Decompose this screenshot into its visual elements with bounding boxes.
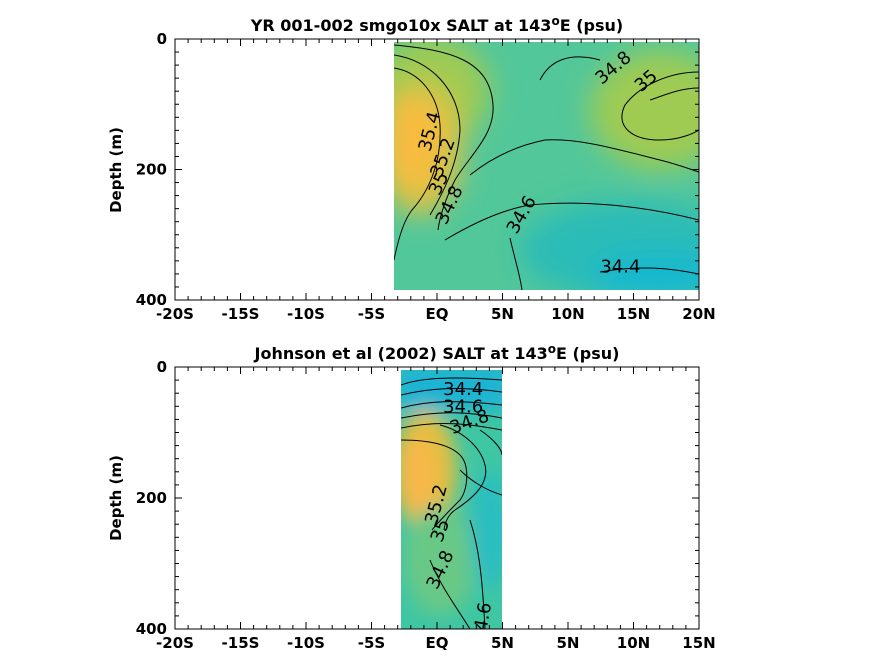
x-tick-label: 5N (491, 634, 514, 652)
x-tick-label: 5N (491, 305, 514, 323)
x-tick-label: EQ (426, 305, 449, 323)
y-tick-label: 400 (136, 620, 167, 638)
contour-label: 34.4 (600, 256, 640, 277)
y-tick-label: 200 (136, 489, 167, 507)
panel-2-contour-lines (401, 377, 502, 629)
panel-1: YR 001-002 smgo10x SALT at 143oE (psu) (107, 14, 716, 323)
x-tick-label: -15S (222, 305, 260, 323)
x-tick-label: -20S (156, 634, 194, 652)
x-tick-label: -20S (156, 305, 194, 323)
x-tick-label: -10S (287, 634, 325, 652)
x-tick-label: 10N (617, 634, 650, 652)
x-tick-label: 20N (682, 305, 715, 323)
x-tick-label: -10S (287, 305, 325, 323)
x-tick-label: -5S (358, 634, 385, 652)
panel-1-title: YR 001-002 smgo10x SALT at 143oE (psu) (250, 14, 623, 35)
panel-2-ticks: -20S -15S -10S -5S EQ 5N 5N 10N 15N 0 200 400 (136, 358, 716, 652)
x-tick-label: -5S (358, 305, 385, 323)
panel-2: Johnson et al (2002) SALT at 143oE (psu) (107, 342, 716, 652)
x-tick-label: 5N (557, 634, 580, 652)
x-tick-label: EQ (426, 634, 449, 652)
x-tick-label: -15S (222, 634, 260, 652)
panel-1-contour-lines (394, 44, 699, 290)
panel-1-ticks: -20S -15S -10S -5S EQ 5N 10N 15N 20N 0 200 400 (136, 30, 716, 323)
panel-2-title: Johnson et al (2002) SALT at 143oE (psu) (254, 342, 620, 363)
x-tick-label: 10N (551, 305, 584, 323)
x-tick-label: 15N (682, 634, 715, 652)
y-tick-label: 0 (157, 358, 167, 376)
panel-1-ylabel: Depth (m) (107, 127, 125, 213)
y-tick-label: 0 (157, 30, 167, 48)
y-tick-label: 200 (136, 161, 167, 179)
x-tick-label: 15N (617, 305, 650, 323)
contour-label: 34.6 (443, 397, 483, 418)
contour-label: 34.4 (443, 379, 483, 400)
panel-2-ylabel: Depth (m) (107, 455, 125, 541)
y-tick-label: 400 (136, 291, 167, 309)
